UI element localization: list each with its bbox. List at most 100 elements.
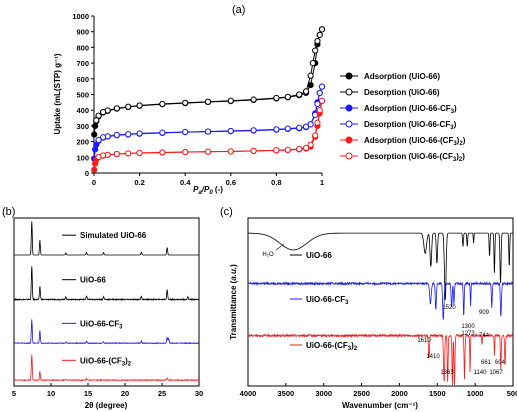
y-tick-label: 900 [76,28,89,37]
series-label: UiO-66-CF3 [80,319,123,330]
x-tick-label: 0 [92,178,96,187]
data-point [182,99,189,106]
data-point [204,98,212,105]
panel-b-frame [13,217,200,387]
panel-a-legend: Adsorption (UiO-66) Desorption (UiO-66) Ad… [340,72,466,163]
panel-a: (a) 0 100 200 300 400 500 600 700 800 900 1000 0 0.… [53,4,466,196]
label-part: UiO-66-CF [306,295,345,304]
label-part: ) [454,120,457,129]
peak-annotation: 1067 [489,370,503,376]
legend-label: Desorption (UiO-66-(CF3)2) [364,152,465,163]
data-point [95,136,102,144]
panel-a-y-axis-label: Uptake (mL(STP) g⁻¹) [53,53,62,134]
data-point [302,123,310,130]
label-part: 2 [354,346,358,352]
data-point [296,145,303,153]
y-tick-label: 600 [76,75,89,84]
peak-annotation: 1273 [461,331,475,337]
y-tick-label: 300 [76,122,89,131]
data-point [125,131,132,138]
peak-annotation: H₂O [262,252,274,258]
panel-c-y-axis-label: Transmittance (a.u.) [229,264,238,340]
legend-marker [345,88,353,96]
data-point [302,88,310,95]
data-point [316,31,323,38]
x-tick-label: 1500 [429,389,446,398]
label-part: 2 [128,361,132,367]
y-tick-label: 400 [76,106,89,115]
data-point [312,47,319,54]
data-point [309,60,316,67]
xrd-pattern [14,221,199,256]
x-tick-label: 0.6 [226,178,236,187]
data-point [296,91,303,98]
legend-marker [345,136,353,144]
label-part: Desorption (UiO-66-(CF [364,152,453,161]
data-point [113,150,120,158]
label-part: Desorption (UiO-66-CF [364,120,450,129]
x-tick-label: 4000 [240,389,257,398]
peak-annotation: 1300 [461,324,475,330]
panel-c-x-ticks: 4000 3500 3000 2500 2000 1500 1000 500 [240,383,517,398]
panel-a-label: (a) [232,4,245,16]
panel-c: (c) 4000 3500 3000 2500 2000 1500 1000 500 UiO-… [220,206,517,410]
data-point [93,117,100,124]
peak-annotation: 1610 [417,338,431,344]
label-part: 3 [453,157,457,163]
data-point [100,108,107,116]
data-point [95,112,102,119]
data-point [312,132,319,139]
data-point [273,94,280,102]
panel-a-x-ticks: 0 0.2 0.4 0.6 0.8 1 [92,173,324,187]
legend-marker [345,72,353,80]
x-tick-label: 1 [320,178,324,187]
peak-annotation: 1363 [440,370,454,376]
data-point [314,100,321,108]
data-point [318,97,326,104]
data-point [250,96,257,103]
legend-label: Desorption (UiO-66-CF3) [364,120,457,131]
data-point [136,130,143,137]
series-line [95,29,323,121]
x-tick-label: 20 [121,389,129,398]
label-part: Adsorption (UiO-66-CF [364,104,451,113]
series-line [93,29,323,135]
data-point [314,38,321,45]
data-point [314,119,321,126]
x-tick-label: 25 [158,389,166,398]
data-point [227,127,234,135]
label-part: Adsorption (UiO-66) [364,72,440,81]
label-part: ) [463,136,466,145]
data-point [95,153,102,160]
data-point [159,129,166,136]
data-point [318,83,326,90]
label-part: ) [456,152,459,161]
legend-label: Desorption (UiO-66) [364,88,440,97]
peak-annotation: 604 [495,360,506,366]
label-part: Adsorption (UiO-66-(CF [364,136,453,145]
x-tick-label: 0.2 [134,178,144,187]
series-label: UiO-66-CF3 [306,295,349,306]
x-tick-label: 3500 [278,389,295,398]
x-tick-label: 1000 [467,389,484,398]
panel-b-x-axis-label: 2θ (degree) [85,401,128,410]
x-tick-label: 3000 [315,389,332,398]
label-part: 3 [450,125,454,131]
data-point [100,134,107,141]
peak-annotation: 909 [479,310,490,316]
label-part: ) [462,152,465,161]
data-point [318,26,326,33]
data-point [307,141,314,148]
x-tick-label: 5 [12,389,16,398]
label-part: 3 [451,109,455,115]
panel-c-label: (c) [220,206,233,218]
label-part: UiO-66-CF [80,319,119,328]
label-part: ) [125,356,128,365]
legend-label: Adsorption (UiO-66-(CF3)2) [364,136,466,147]
y-tick-label: 100 [76,153,89,162]
data-point [182,128,189,136]
data-point [316,107,323,114]
label-part: 3 [122,361,126,367]
panel-a-y-ticks: 0 100 200 300 400 500 600 700 800 900 1000 [72,12,94,178]
